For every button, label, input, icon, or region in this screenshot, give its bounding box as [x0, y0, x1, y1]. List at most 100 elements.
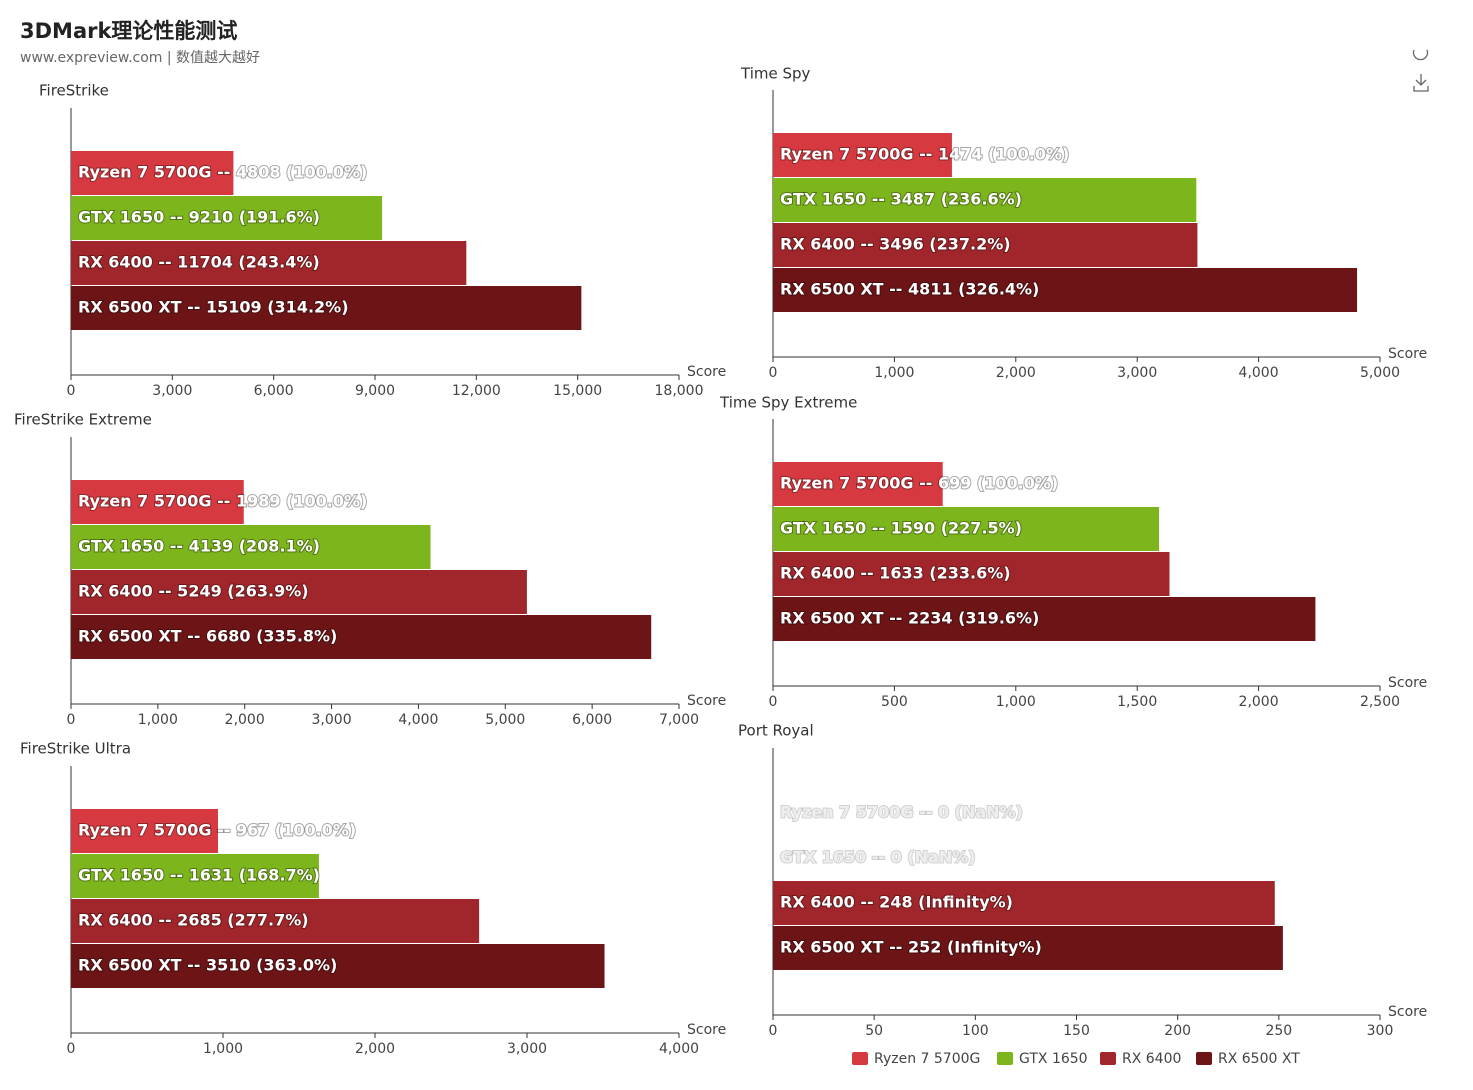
x-tick-label: 4,000 [1239, 365, 1279, 381]
bar-label: GTX 1650 -- 9210 (191.6%) [78, 208, 320, 227]
x-axis-label: Score [687, 364, 726, 380]
x-tick-label: 6,000 [572, 712, 612, 728]
bar [773, 552, 1170, 596]
x-tick-label: 2,500 [1360, 694, 1400, 710]
bar-label: GTX 1650 -- 4139 (208.1%) [78, 537, 320, 556]
x-tick-label: 1,000 [203, 1041, 243, 1057]
bar [773, 223, 1198, 267]
x-tick-label: 0 [67, 1041, 76, 1057]
x-tick-label: 1,500 [1117, 694, 1157, 710]
x-tick-label: 500 [881, 694, 908, 710]
x-tick-label: 5,000 [1360, 365, 1400, 381]
bar [773, 597, 1316, 641]
x-tick-label: 9,000 [355, 383, 395, 399]
bar-label: RX 6500 XT -- 4811 (326.4%) [780, 280, 1039, 299]
x-tick-label: 0 [67, 383, 76, 399]
bar [773, 178, 1197, 222]
x-tick-label: 100 [962, 1023, 989, 1039]
x-tick-label: 12,000 [452, 383, 501, 399]
bar [71, 151, 234, 195]
legend-swatch [1100, 1052, 1116, 1065]
panel-title: FireStrike [39, 82, 109, 100]
refresh-icon[interactable] [1412, 49, 1429, 61]
legend-label: GTX 1650 [1019, 1051, 1088, 1067]
panel-title: Time Spy Extreme [719, 394, 857, 412]
x-tick-label: 0 [769, 1023, 778, 1039]
x-tick-label: 0 [769, 694, 778, 710]
page-subtitle: www.expreview.com | 数值越大越好 [20, 50, 260, 66]
bar-label: RX 6400 -- 3496 (237.2%) [780, 235, 1011, 254]
bar-label: RX 6500 XT -- 15109 (314.2%) [78, 298, 349, 317]
x-tick-label: 6,000 [254, 383, 294, 399]
panel-title: FireStrike Extreme [14, 411, 152, 429]
x-tick-label: 200 [1164, 1023, 1191, 1039]
bar [71, 286, 582, 330]
bar-label: GTX 1650 -- 1590 (227.5%) [780, 519, 1022, 538]
panel-title: FireStrike Ultra [20, 740, 131, 758]
bar-label: RX 6500 XT -- 252 (Infinity%) [780, 938, 1042, 957]
bar-label: Ryzen 7 5700G -- 1474 (100.0%) [780, 145, 1069, 164]
x-tick-label: 300 [1367, 1023, 1394, 1039]
x-tick-label: 0 [67, 712, 76, 728]
x-tick-label: 2,000 [996, 365, 1036, 381]
bar [71, 570, 527, 614]
bar [71, 899, 480, 943]
bar [71, 241, 467, 285]
bar [773, 507, 1160, 551]
x-axis-label: Score [1388, 1004, 1427, 1020]
x-axis-label: Score [1388, 675, 1427, 691]
legend-swatch [997, 1052, 1013, 1065]
x-tick-label: 5,000 [485, 712, 525, 728]
x-tick-label: 3,000 [312, 712, 352, 728]
bar-label: Ryzen 7 5700G -- 0 (NaN%) [780, 803, 1023, 822]
x-tick-label: 1,000 [874, 365, 914, 381]
x-tick-label: 50 [865, 1023, 883, 1039]
x-tick-label: 7,000 [659, 712, 699, 728]
bar-label: Ryzen 7 5700G -- 1989 (100.0%) [78, 492, 367, 511]
download-icon[interactable] [1413, 74, 1429, 92]
bar [71, 196, 383, 240]
x-tick-label: 1,000 [996, 694, 1036, 710]
bar [773, 926, 1283, 970]
x-tick-label: 1,000 [138, 712, 178, 728]
x-tick-label: 2,000 [355, 1041, 395, 1057]
bar-label: Ryzen 7 5700G -- 967 (100.0%) [78, 821, 356, 840]
x-tick-label: 4,000 [398, 712, 438, 728]
legend-swatch [852, 1052, 868, 1065]
bar-label: Ryzen 7 5700G -- 699 (100.0%) [780, 474, 1058, 493]
page-title: 3DMark理论性能测试 [20, 19, 237, 43]
legend-label: RX 6400 [1122, 1051, 1181, 1067]
bar [773, 133, 952, 177]
bar-label: GTX 1650 -- 1631 (168.7%) [78, 866, 320, 885]
legend-swatch [1196, 1052, 1212, 1065]
x-tick-label: 3,000 [1117, 365, 1157, 381]
bar [71, 809, 218, 853]
bar [773, 881, 1275, 925]
panel-title: Time Spy [740, 65, 811, 83]
legend-label: Ryzen 7 5700G [874, 1051, 980, 1067]
bar [71, 480, 244, 524]
x-tick-label: 150 [1063, 1023, 1090, 1039]
bar [773, 462, 943, 506]
bar-label: RX 6500 XT -- 3510 (363.0%) [78, 956, 337, 975]
bar [71, 944, 605, 988]
x-tick-label: 3,000 [507, 1041, 547, 1057]
panel-title: Port Royal [738, 722, 814, 740]
x-tick-label: 4,000 [659, 1041, 699, 1057]
x-tick-label: 18,000 [655, 383, 704, 399]
bar-label: RX 6400 -- 2685 (277.7%) [78, 911, 309, 930]
x-tick-label: 3,000 [152, 383, 192, 399]
bar-label: RX 6500 XT -- 2234 (319.6%) [780, 609, 1039, 628]
bar-label: RX 6400 -- 11704 (243.4%) [78, 253, 320, 272]
bar-label: RX 6400 -- 1633 (233.6%) [780, 564, 1011, 583]
bar [773, 268, 1358, 312]
bar-label: Ryzen 7 5700G -- 4808 (100.0%) [78, 163, 367, 182]
x-tick-label: 2,000 [225, 712, 265, 728]
bar-label: GTX 1650 -- 3487 (236.6%) [780, 190, 1022, 209]
bar-label: RX 6500 XT -- 6680 (335.8%) [78, 627, 337, 646]
bar [71, 854, 319, 898]
bar [71, 525, 431, 569]
x-tick-label: 15,000 [553, 383, 602, 399]
bar-label: RX 6400 -- 248 (Infinity%) [780, 893, 1013, 912]
